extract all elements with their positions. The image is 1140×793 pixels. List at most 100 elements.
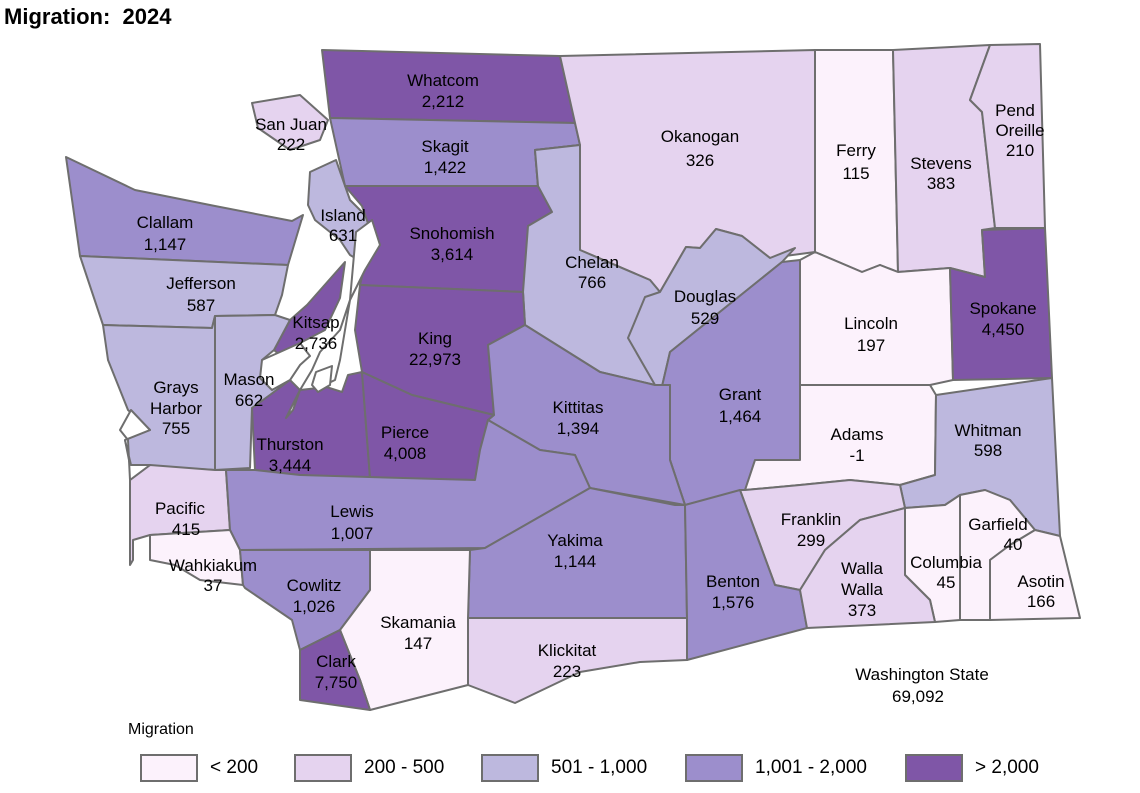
county-value-mason: 662 [235, 391, 263, 410]
county-value-snohomish: 3,614 [431, 245, 474, 264]
county-name-lincoln: Lincoln [844, 314, 898, 333]
legend-swatch [685, 754, 743, 782]
county-name-spokane: Spokane [969, 299, 1036, 318]
county-name-kitsap: Kitsap [292, 313, 339, 332]
legend-swatch [481, 754, 539, 782]
county-value-klickitat: 223 [553, 662, 581, 681]
legend-item: 501 - 1,000 [481, 752, 647, 784]
county-ferry [814, 49, 899, 273]
county-name-jefferson: Jefferson [166, 274, 236, 293]
county-name-pacific: Pacific [155, 499, 206, 518]
county-name-kittitas: Kittitas [552, 398, 603, 417]
county-name-wahkiakum: Wahkiakum [169, 556, 257, 575]
county-name-whitman: Whitman [954, 421, 1021, 440]
county-value-pierce: 4,008 [384, 444, 427, 463]
county-name-island: Island [320, 206, 365, 225]
legend-label: 200 - 500 [364, 757, 445, 778]
county-value-adams: -1 [849, 446, 864, 465]
legend-item: 200 - 500 [294, 752, 444, 784]
county-name-skamania: Skamania [380, 613, 456, 632]
county-value-whatcom: 2,212 [422, 92, 465, 111]
county-walla-walla [799, 507, 936, 629]
county-value-stevens: 383 [927, 174, 955, 193]
county-name-yakima: Yakima [547, 531, 603, 550]
county-value-lewis: 1,007 [331, 524, 374, 543]
county-value-walla-walla: 373 [848, 601, 876, 620]
legend-swatch [905, 754, 963, 782]
county-value-whitman: 598 [974, 441, 1002, 460]
county-value-douglas: 529 [691, 309, 719, 328]
county-name-walla-walla: Walla [841, 580, 883, 599]
county-name-ferry: Ferry [836, 141, 876, 160]
county-asotin [989, 529, 1081, 621]
county-value-cowlitz: 1,026 [293, 597, 336, 616]
county-value-garfield: 40 [1004, 535, 1023, 554]
county-value-pend-oreille: 210 [1006, 141, 1034, 160]
county-value-clallam: 1,147 [144, 235, 187, 254]
water-body [311, 365, 333, 393]
county-value-spokane: 4,450 [982, 320, 1025, 339]
county-value-yakima: 1,144 [554, 552, 597, 571]
water-body [259, 342, 311, 391]
county-name-skagit: Skagit [421, 137, 469, 156]
legend-title: Migration [128, 721, 194, 738]
county-name-adams: Adams [831, 425, 884, 444]
county-name-clallam: Clallam [137, 213, 194, 232]
county-value-island: 631 [329, 226, 357, 245]
county-value-grant: 1,464 [719, 407, 762, 426]
county-name-pierce: Pierce [381, 423, 429, 442]
water-body [285, 219, 381, 419]
county-name-benton: Benton [706, 572, 760, 591]
county-value-clark: 7,750 [315, 673, 358, 692]
county-pend-oreille [969, 43, 1046, 229]
county-value-skamania: 147 [404, 634, 432, 653]
county-pacific [129, 464, 231, 566]
state-total-name: Washington State [855, 665, 989, 684]
county-value-asotin: 166 [1027, 592, 1055, 611]
county-name-chelan: Chelan [565, 253, 619, 272]
legend-item: 1,001 - 2,000 [685, 752, 867, 784]
legend-item: < 200 [140, 752, 258, 784]
county-value-benton: 1,576 [712, 593, 755, 612]
legend-swatch [294, 754, 352, 782]
county-wahkiakum [149, 529, 244, 586]
county-value-ferry: 115 [842, 164, 869, 183]
county-value-jefferson: 587 [187, 296, 215, 315]
county-value-kitsap: 2,736 [295, 334, 338, 353]
county-klickitat [467, 617, 688, 704]
county-value-okanogan: 326 [686, 151, 714, 170]
county-name-san-juan: San Juan [255, 115, 327, 134]
county-value-lincoln: 197 [857, 336, 885, 355]
county-value-wahkiakum: 37 [204, 576, 223, 595]
county-value-thurston: 3,444 [269, 456, 312, 475]
county-name-whatcom: Whatcom [407, 71, 479, 90]
county-name-columbia: Columbia [910, 553, 982, 572]
county-name-mason: Mason [223, 370, 274, 389]
county-value-king: 22,973 [409, 350, 461, 369]
county-name-thurston: Thurston [256, 435, 323, 454]
county-name-clark: Clark [316, 652, 356, 671]
county-name-snohomish: Snohomish [409, 224, 494, 243]
county-name-asotin: Asotin [1017, 572, 1064, 591]
county-name-franklin: Franklin [781, 510, 841, 529]
county-value-kittitas: 1,394 [557, 419, 600, 438]
county-name-okanogan: Okanogan [661, 127, 739, 146]
county-value-columbia: 45 [937, 573, 956, 592]
county-clark [299, 629, 371, 711]
legend-label: < 200 [210, 757, 259, 778]
county-name-garfield: Garfield [968, 515, 1028, 534]
water-body [119, 409, 151, 481]
legend-label: 501 - 1,000 [551, 757, 648, 778]
county-name-pend-oreille: Pend [995, 101, 1035, 120]
legend-swatch [140, 754, 198, 782]
legend-label: 1,001 - 2,000 [755, 757, 867, 778]
county-value-pacific: 415 [172, 520, 200, 539]
legend-item: > 2,000 [905, 752, 1039, 784]
county-value-franklin: 299 [797, 531, 825, 550]
county-name-grays-harbor: Grays [153, 378, 198, 397]
county-name-lewis: Lewis [330, 502, 373, 521]
county-value-grays-harbor: 755 [162, 419, 190, 438]
county-san-juan [251, 94, 329, 151]
county-name-stevens: Stevens [910, 154, 971, 173]
